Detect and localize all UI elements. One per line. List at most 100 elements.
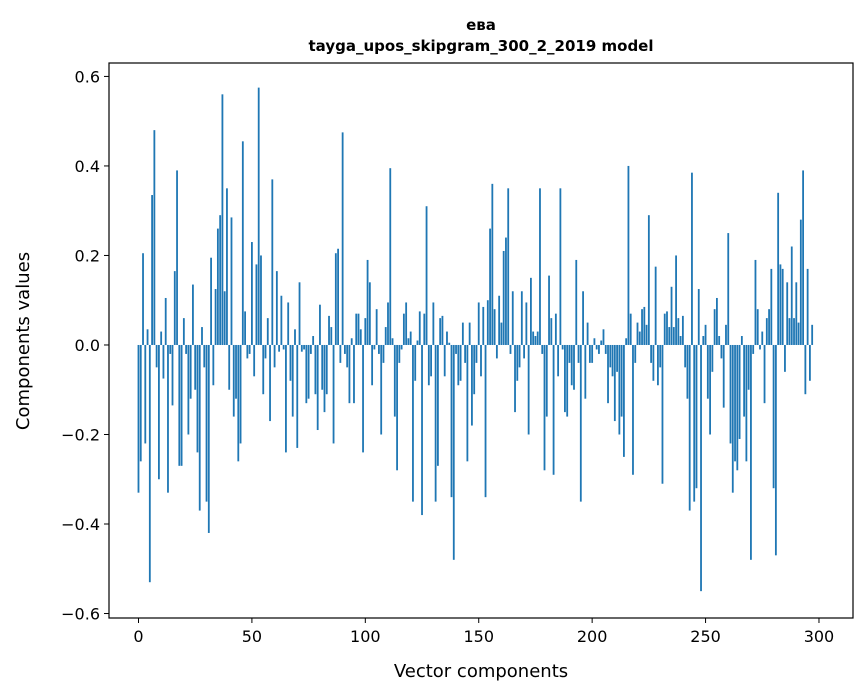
bar	[291, 344, 294, 417]
bar	[330, 327, 333, 345]
bar	[495, 344, 498, 359]
bar	[534, 336, 537, 345]
bar	[452, 344, 455, 560]
x-tick-label: 50	[242, 627, 262, 646]
bar	[740, 336, 743, 345]
bar	[296, 344, 299, 448]
bar	[416, 340, 419, 345]
bar	[598, 344, 600, 354]
bar	[164, 297, 167, 345]
bar	[595, 344, 598, 350]
bar	[566, 344, 569, 417]
bar	[700, 344, 702, 592]
bar	[704, 324, 707, 345]
bar	[148, 344, 151, 583]
bar	[461, 322, 464, 345]
bar	[155, 344, 158, 368]
bar	[459, 344, 462, 381]
x-tick-label: 150	[463, 627, 494, 646]
bar	[582, 291, 584, 345]
bar	[774, 344, 777, 556]
bar	[505, 237, 507, 345]
x-tick-label: 250	[690, 627, 721, 646]
bar	[663, 313, 666, 345]
bar	[307, 344, 310, 399]
bar	[693, 344, 696, 502]
bar	[523, 344, 525, 359]
bar	[489, 228, 491, 345]
bar	[144, 344, 147, 444]
bar	[139, 344, 142, 462]
bar	[235, 344, 237, 399]
bar	[275, 271, 278, 345]
bar	[677, 318, 680, 345]
bar	[357, 313, 360, 345]
bar	[278, 344, 281, 352]
bar	[239, 344, 242, 444]
bar	[425, 206, 428, 345]
bar	[212, 344, 215, 386]
bar	[257, 87, 260, 345]
bar	[548, 275, 550, 345]
bar	[266, 318, 269, 345]
bar	[216, 228, 219, 345]
bar	[672, 327, 675, 345]
bar	[262, 344, 265, 395]
bar	[727, 233, 730, 345]
bar	[802, 170, 804, 345]
bar	[750, 344, 752, 560]
y-tick-label: −0.6	[61, 605, 100, 624]
bar	[457, 344, 460, 386]
bar	[378, 344, 380, 354]
bar	[264, 344, 267, 359]
bar	[588, 344, 591, 363]
bar	[437, 344, 439, 466]
bar	[784, 344, 786, 372]
bar	[623, 344, 625, 457]
bar	[559, 188, 562, 345]
bar	[443, 344, 446, 377]
bar	[720, 344, 723, 359]
bar	[178, 344, 181, 466]
bar	[412, 344, 414, 502]
bar	[244, 311, 246, 345]
bar	[738, 344, 741, 439]
bar	[520, 291, 523, 345]
bar	[366, 259, 369, 345]
bar	[638, 331, 641, 345]
bar	[691, 172, 693, 345]
bar	[593, 338, 596, 345]
bar	[162, 344, 165, 379]
bar	[647, 215, 650, 345]
bar	[171, 344, 174, 406]
bar	[618, 344, 621, 435]
bar	[201, 327, 203, 345]
bar	[511, 291, 514, 345]
bar	[323, 344, 326, 413]
bar	[507, 188, 510, 345]
bar	[768, 309, 770, 345]
bar	[797, 322, 800, 345]
bar	[713, 309, 716, 345]
bar	[303, 344, 305, 350]
bar	[226, 188, 228, 345]
bar	[761, 331, 764, 345]
bar	[182, 318, 185, 345]
bar	[173, 271, 176, 345]
bar	[207, 344, 210, 533]
bar	[706, 344, 709, 399]
bar	[405, 302, 408, 345]
bar	[475, 344, 478, 363]
bar	[500, 322, 503, 345]
bar	[745, 344, 748, 462]
bar	[643, 306, 646, 345]
bar	[793, 318, 795, 345]
bar	[441, 315, 444, 345]
bar	[765, 318, 768, 345]
plot-frame	[108, 62, 854, 619]
y-tick-label: 0.6	[75, 67, 100, 86]
bar	[611, 344, 614, 377]
bar	[641, 309, 643, 345]
bar	[471, 344, 473, 426]
chart-title-line2: tayga_upos_skipgram_300_2_2019 model	[309, 37, 654, 55]
